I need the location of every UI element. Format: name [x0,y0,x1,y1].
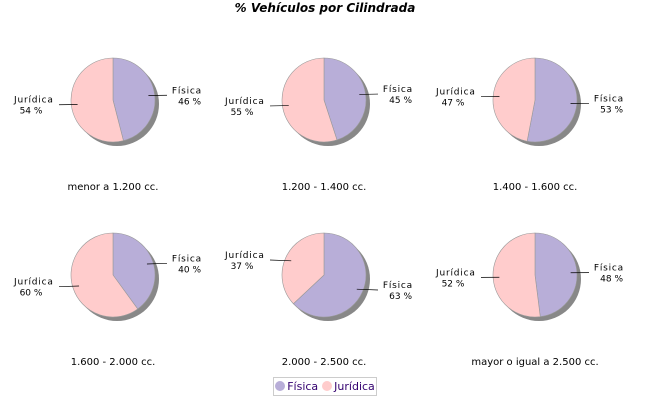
slice-value: 52 % [442,279,465,289]
slice-label: Física [172,254,202,264]
slice-value: 37 % [231,262,254,272]
label-leader [146,262,168,265]
slice-label: Física [383,85,413,95]
pie-slice-juridica [492,232,541,318]
slice-value: 46 % [178,97,201,107]
slice-value: 40 % [178,265,201,275]
slice-label: Jurídica [224,251,265,261]
category-label: menor a 1.200 cc. [68,182,159,193]
slice-value: 45 % [389,96,412,106]
pie-slice-fisica [292,232,367,318]
category-label: 1.600 - 2.000 cc. [71,357,156,368]
slice-value: 47 % [442,98,465,108]
slice-label: Física [172,86,202,96]
category-label: 2.000 - 2.500 cc. [282,357,367,368]
legend-label: Jurídica [334,380,375,393]
slice-label: Jurídica [13,278,54,288]
legend-swatch [275,381,286,391]
slice-label: Física [383,281,413,291]
slice-value: 48 % [600,275,623,285]
pie-slice-juridica [70,232,139,318]
slice-label: Física [594,95,624,105]
chart-title: % Vehículos por Cilindrada [234,1,416,15]
slice-label: Física [594,264,624,274]
label-leader [356,288,379,291]
pie-slice-fisica [526,57,578,143]
slice-value: 63 % [389,292,412,302]
legend-label: Física [287,380,319,393]
pie-slice-fisica [534,232,578,318]
slice-label: Jurídica [224,97,265,107]
legend-item-juridica: Jurídica [322,380,375,393]
slice-label: Jurídica [435,268,476,278]
category-label: 1.200 - 1.400 cc. [282,182,367,193]
slice-label: Jurídica [13,96,54,106]
pie-slice-fisica [323,57,367,141]
legend-swatch [322,381,333,391]
slice-value: 54 % [20,107,43,117]
pie-slice-fisica [112,57,156,142]
legend-item-fisica: Física [275,380,318,393]
category-label: 1.400 - 1.600 cc. [493,182,578,193]
pie-slice-fisica [112,232,156,310]
label-leader [269,259,292,262]
slice-value: 53 % [600,106,623,116]
pie-slice-juridica [492,57,536,142]
label-leader [58,285,80,288]
pie-slice-juridica [281,57,338,143]
category-label: mayor o igual a 2.500 cc. [471,357,598,368]
pie-slice-juridica [70,57,124,143]
slice-value: 55 % [231,108,254,118]
slice-label: Jurídica [435,87,476,97]
pie-slice-juridica [281,232,325,305]
legend: Física Jurídica [273,377,377,396]
slice-value: 60 % [20,289,43,299]
